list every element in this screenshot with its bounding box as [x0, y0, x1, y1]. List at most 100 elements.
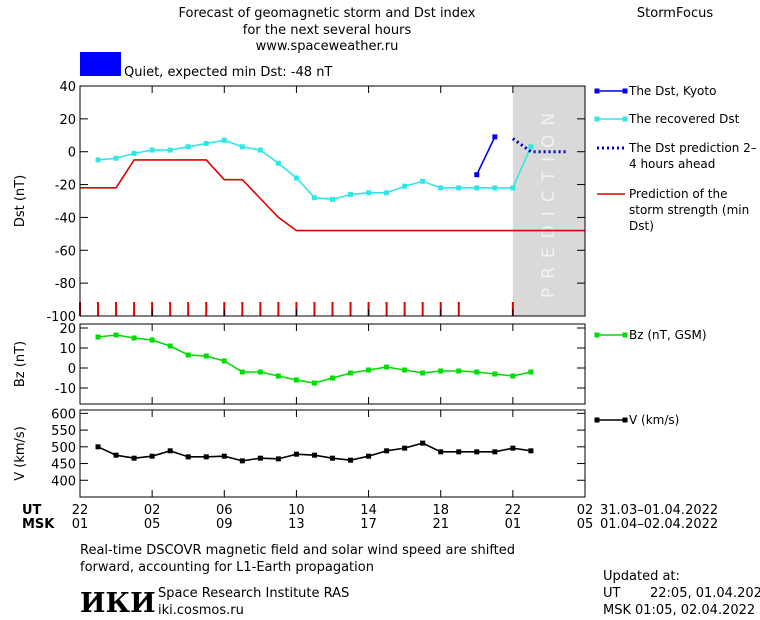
plot-frame: [79, 85, 586, 317]
data-point: [185, 352, 191, 358]
data-point: [185, 144, 191, 150]
data-point: [221, 358, 227, 364]
series-line: [511, 137, 567, 154]
x-tick-label-msk: 13: [288, 517, 305, 532]
data-point: [348, 457, 354, 463]
data-point: [438, 185, 444, 191]
data-point: [402, 183, 408, 189]
data-point: [492, 185, 498, 191]
data-point: [167, 343, 173, 349]
legend-symbol: [594, 116, 600, 122]
y-tick-label: 600: [51, 407, 76, 422]
data-point: [456, 449, 462, 455]
data-point: [492, 134, 498, 140]
brand: StormFocus: [637, 6, 713, 21]
legend-symbol: [622, 88, 628, 94]
data-point: [203, 141, 209, 146]
data-point: [203, 454, 209, 460]
y-axis-label: V (km/s): [13, 426, 28, 481]
y-tick-label: 550: [51, 424, 76, 439]
data-point: [474, 369, 480, 375]
updated-time: 01:05, 02.04.2022: [635, 603, 755, 618]
status-indicator: [80, 52, 121, 76]
data-point: [239, 369, 245, 375]
data-point: [95, 444, 101, 450]
title-line: Forecast of geomagnetic storm and Dst in…: [178, 6, 475, 21]
data-point: [239, 458, 245, 464]
status-text: Quiet, expected min Dst: -48 nT: [124, 65, 332, 80]
data-point: [131, 335, 137, 341]
data-point: [420, 440, 426, 446]
series-line: [476, 136, 496, 176]
data-point: [402, 445, 408, 451]
series-line: [97, 442, 532, 462]
data-point: [131, 455, 137, 461]
data-point: [384, 190, 390, 196]
legend-label: The recovered Dst: [629, 112, 740, 126]
data-point: [149, 453, 155, 459]
x-tick-label: 06: [216, 503, 233, 518]
x-tick-label-msk: 05: [577, 517, 594, 532]
data-point: [366, 453, 372, 459]
data-point: [113, 332, 119, 338]
data-point: [348, 370, 354, 376]
data-point: [366, 367, 372, 373]
data-point: [185, 454, 191, 460]
prediction-region: [512, 86, 585, 316]
data-point: [366, 190, 372, 196]
data-point: [113, 452, 119, 458]
updated-heading: Updated at:: [603, 569, 680, 584]
data-point: [221, 137, 227, 143]
x-tick-label-msk: 01: [72, 517, 89, 532]
x-tick-label: 14: [360, 503, 377, 518]
y-tick-label: -10: [55, 382, 76, 397]
y-tick-label: 0: [68, 362, 76, 377]
y-tick-label: -40: [55, 211, 76, 226]
data-point: [167, 448, 173, 454]
legend-symbol: [622, 417, 628, 423]
data-point: [384, 364, 390, 370]
data-point: [474, 449, 480, 455]
data-point: [456, 185, 462, 191]
data-point: [95, 334, 101, 340]
data-point: [113, 155, 119, 161]
prediction-label: PREDICTION: [539, 104, 559, 298]
y-axis-label: Bz (nT): [13, 341, 28, 387]
updated-label: MSK: [603, 603, 631, 618]
data-point: [257, 147, 263, 153]
x-tick-label: 02: [144, 503, 161, 518]
data-point: [528, 144, 534, 150]
x-tick-label: 18: [432, 503, 449, 518]
y-tick-label: 20: [59, 322, 76, 337]
x-tick-label: 22: [505, 503, 522, 518]
legend-label: Prediction of the storm strength (min Ds…: [629, 187, 750, 233]
legend-label: The Dst prediction 2–4 hours ahead: [629, 141, 757, 171]
series-line: [97, 139, 532, 201]
legend-label: The Dst, Kyoto: [629, 84, 717, 98]
series-line: [97, 334, 532, 384]
y-tick-label: 10: [59, 342, 76, 357]
data-point: [239, 144, 245, 150]
data-point: [311, 380, 317, 386]
title-line: for the next several hours: [243, 23, 412, 38]
legend-symbol: [594, 88, 600, 94]
data-point: [492, 371, 498, 377]
logo: ИКИ: [80, 588, 156, 619]
y-tick-label: 0: [68, 146, 76, 161]
date-range: 01.04–02.04.2022: [600, 517, 718, 532]
data-point: [492, 449, 498, 455]
data-point: [528, 448, 534, 454]
data-point: [167, 147, 173, 153]
plot-frame: [79, 323, 586, 405]
x-tick-label: 10: [288, 503, 305, 518]
series-line: [80, 159, 585, 232]
y-tick-label: -100: [46, 310, 76, 325]
plot-frame: [79, 409, 586, 498]
data-point: [348, 191, 354, 197]
legend-symbol: [594, 332, 600, 338]
data-point: [330, 196, 335, 202]
data-point: [330, 455, 335, 461]
data-point: [456, 368, 462, 374]
x-tick-label-msk: 21: [432, 517, 449, 532]
